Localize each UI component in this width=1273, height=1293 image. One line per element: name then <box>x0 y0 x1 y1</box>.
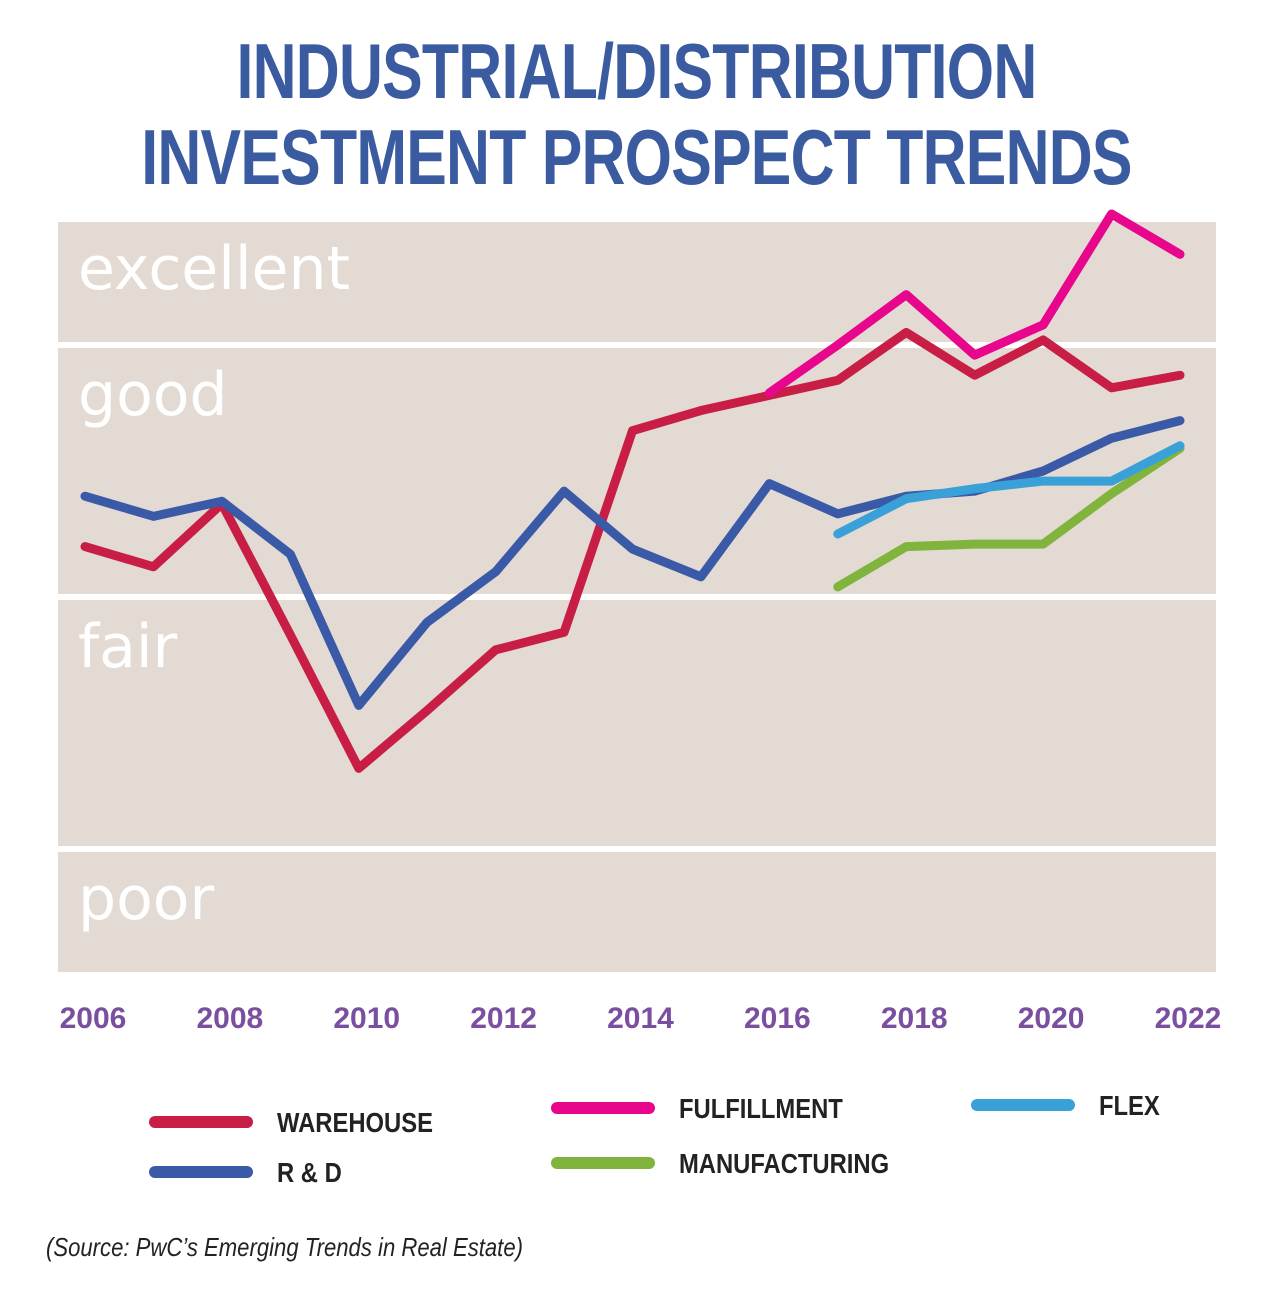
legend-label: FULFILLMENT <box>679 1092 843 1124</box>
x-tick-label: 2022 <box>1155 1002 1222 1035</box>
band-label-fair: fair <box>78 612 178 682</box>
series-line-flex <box>833 441 1185 539</box>
source-note: (Source: PwC’s Emerging Trends in Real E… <box>46 1232 523 1262</box>
legend-label: WAREHOUSE <box>277 1106 433 1138</box>
chart-title-line1: INDUSTRIAL/DISTRIBUTION <box>236 27 1038 115</box>
band-label-poor: poor <box>78 864 215 934</box>
band-label-excellent: excellent <box>78 234 350 304</box>
chart-title: INDUSTRIAL/DISTRIBUTION INVESTMENT PROSP… <box>140 28 1133 200</box>
legend-label: MANUFACTURING <box>679 1147 889 1179</box>
x-tick-label: 2020 <box>1018 1002 1085 1035</box>
band-fair <box>58 600 1216 846</box>
band-excellent <box>58 222 1216 342</box>
x-tick-label: 2006 <box>60 1002 127 1035</box>
band-poor <box>58 852 1216 972</box>
series-line-warehouse <box>80 327 1185 773</box>
band-label-good: good <box>78 360 228 430</box>
x-tick-label: 2018 <box>881 1002 948 1035</box>
x-tick-label: 2016 <box>744 1002 811 1035</box>
chart-title-line2: INVESTMENT PROSPECT TRENDS <box>141 113 1132 201</box>
legend-label: FLEX <box>1099 1089 1160 1121</box>
x-tick-label: 2008 <box>197 1002 264 1035</box>
series-line-fulfillment <box>764 209 1185 398</box>
x-tick-label: 2012 <box>470 1002 537 1035</box>
series-line-manufacturing <box>833 443 1185 592</box>
legend-label: R & D <box>277 1156 342 1188</box>
x-tick-label: 2014 <box>607 1002 674 1035</box>
x-tick-label: 2010 <box>333 1002 400 1035</box>
